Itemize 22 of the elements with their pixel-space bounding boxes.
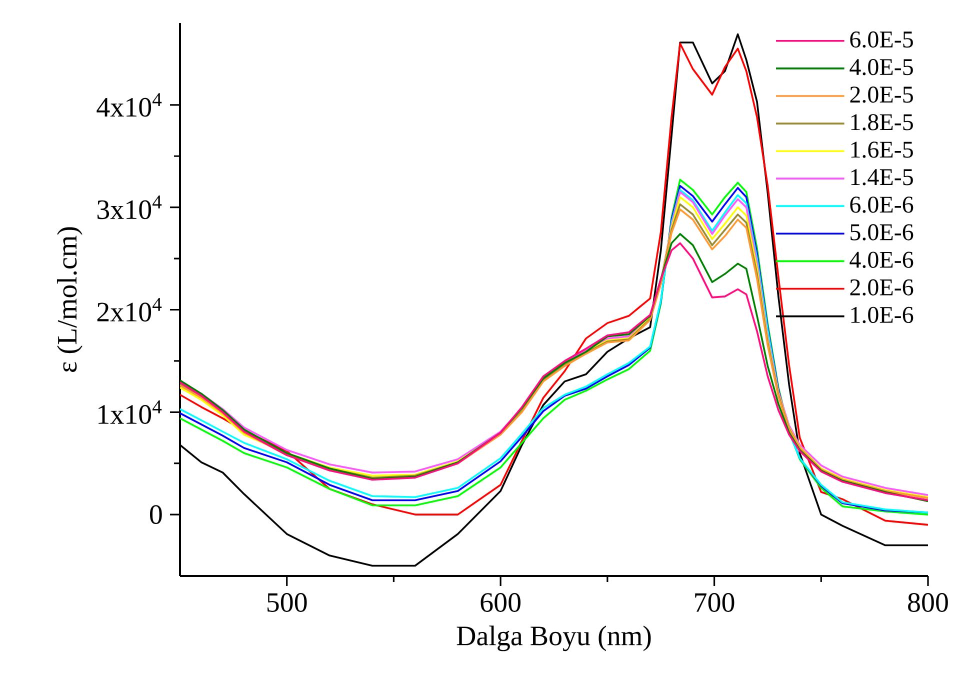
y-tick-label: 3x10$^{4}$ xyxy=(97,196,162,220)
x-tick-label: 600 xyxy=(480,593,520,612)
y-tick-label: 1x10$^{4}$ xyxy=(98,400,162,424)
legend-label: 6.0E-5 xyxy=(850,31,913,48)
x-axis-title: Dalga Boyu (nm) xyxy=(456,626,651,652)
y-tick-label: 2x10$^{4}$ xyxy=(97,298,162,322)
legend-label: 2.0E-6 xyxy=(850,279,914,296)
legend-label: 4.0E-5 xyxy=(850,58,913,76)
x-tick-label: 700 xyxy=(695,593,734,612)
y-tick-label: 0 xyxy=(150,505,162,524)
y-tick-label: 4x10$^{4}$ xyxy=(96,93,162,117)
legend-label: 1.8E-5 xyxy=(851,114,913,130)
legend-label: 4.0E-6 xyxy=(850,252,914,268)
x-tick-label: 800 xyxy=(908,593,948,612)
legend-label: 2.0E-5 xyxy=(850,86,913,103)
legend-label: 1.4E-5 xyxy=(851,169,913,186)
legend-label: 1.0E-6 xyxy=(851,306,914,324)
x-tick-label: 500 xyxy=(267,593,307,612)
legend-label: 5.0E-6 xyxy=(850,224,914,240)
legend-label: 6.0E-6 xyxy=(850,196,914,213)
legend-label: 1.6E-5 xyxy=(851,142,913,158)
y-axis-title: ε (L/mol.cm) xyxy=(56,227,82,372)
